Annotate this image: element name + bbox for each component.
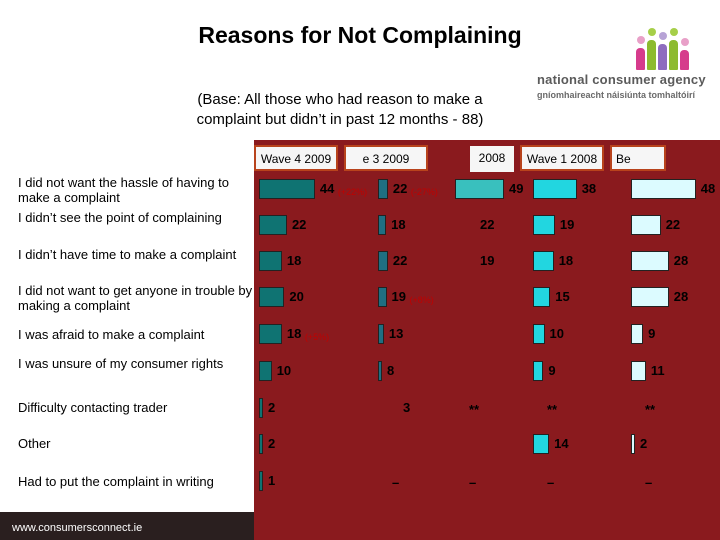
bar-wave-3-2009 <box>378 287 387 307</box>
data-label: 19 <box>391 289 407 304</box>
bar-wave-4-2009 <box>259 251 282 271</box>
data-label: – <box>392 475 400 490</box>
bar-benchmark <box>631 251 669 271</box>
bar-benchmark <box>631 361 646 381</box>
bar-wave-4-2009 <box>259 215 287 235</box>
series-header-wave4: Wave 4 2009 <box>254 145 338 171</box>
bar-wave-1-2008 <box>533 361 544 381</box>
bar-wave-3-2009 <box>378 324 384 344</box>
data-label: 19 <box>480 253 495 268</box>
logo-text-english: national consumer agency <box>537 72 706 87</box>
bar-wave-3-2009 <box>378 215 387 235</box>
bar-benchmark <box>631 434 635 454</box>
bar-wave-4-2009 <box>259 434 263 454</box>
category-label: Other <box>18 436 51 451</box>
category-label: I did not want to get anyone in trouble … <box>18 283 253 313</box>
data-label: 10 <box>549 326 564 341</box>
data-label: 38 <box>581 181 597 196</box>
footer-url-link[interactable]: www.consumersconnect.ie <box>12 522 143 534</box>
chart-subtitle: (Base: All those who had reason to make … <box>150 90 530 130</box>
data-label: ** <box>645 402 656 417</box>
subtitle-line-1: (Base: All those who had reason to make … <box>197 91 483 108</box>
footer-bar <box>0 512 254 540</box>
data-label: 18 <box>558 253 574 268</box>
data-label: 22 <box>665 217 681 232</box>
data-label: – <box>547 475 555 490</box>
series-header-wave3: e 3 2009 <box>344 145 428 171</box>
bar-wave-3-2009 <box>378 361 382 381</box>
bar-wave-3-2009 <box>378 251 388 271</box>
bar-wave-4-2009 <box>259 179 315 199</box>
data-label: – <box>645 475 653 490</box>
bar-wave-3-2009 <box>378 179 388 199</box>
data-label: 22 <box>480 217 495 232</box>
bar-wave-4-2009 <box>259 361 272 381</box>
bar-wave-1-2008 <box>533 287 551 307</box>
data-label: ** <box>547 402 558 417</box>
series-header-wave1: Wave 1 2008 <box>520 145 604 171</box>
chart-title: Reasons for Not Complaining <box>198 22 522 48</box>
bar-wave-4-2009 <box>259 287 285 307</box>
bar-wave-1-2008 <box>533 251 554 271</box>
data-label: 28 <box>673 253 689 268</box>
data-label: 22 <box>392 253 408 268</box>
data-label: 14 <box>554 436 569 451</box>
bar-wave-1-2008 <box>533 434 550 454</box>
change-label: (-27%) <box>410 187 438 197</box>
data-label: 18 <box>286 326 302 341</box>
category-label: I was afraid to make a complaint <box>18 327 205 342</box>
data-label: 49 <box>509 181 524 196</box>
subtitle-line-2: complaint but didn’t in past 12 months -… <box>196 111 484 128</box>
bar-wave-1-2008 <box>533 215 555 235</box>
data-label: 2 <box>268 436 276 451</box>
bar-wave-2-2008 <box>455 179 504 199</box>
category-label: I was unsure of my consumer rights <box>18 356 224 371</box>
bar-wave-1-2008 <box>533 324 545 344</box>
bar-wave-4-2009 <box>259 471 263 491</box>
data-label: 19 <box>559 217 575 232</box>
data-label: 9 <box>548 363 556 378</box>
data-label: 13 <box>388 326 404 341</box>
category-label: Had to put the complaint in writing <box>18 474 214 489</box>
data-label: 10 <box>276 363 292 378</box>
bar-benchmark <box>631 324 644 344</box>
category-label: I did not want the hassle of having to m… <box>18 175 230 205</box>
data-label: ** <box>469 402 480 417</box>
data-label: 8 <box>387 363 395 378</box>
series-header-benchmark: Be <box>610 145 666 171</box>
data-label: 3 <box>403 400 411 415</box>
data-label: 11 <box>650 363 665 378</box>
data-label: 2 <box>268 400 276 415</box>
data-label: 1 <box>268 473 276 488</box>
data-label: 48 <box>700 181 716 196</box>
nca-logo: national consumer agency gníomhaireacht … <box>535 28 715 118</box>
data-label: 28 <box>673 289 689 304</box>
data-label: – <box>469 475 477 490</box>
bar-wave-1-2008 <box>533 179 577 199</box>
bar-benchmark <box>631 287 669 307</box>
data-label: 44 <box>319 181 335 196</box>
change-label: (+22%) <box>337 187 368 197</box>
change-label: (+5%) <box>304 332 330 342</box>
data-label: 2 <box>640 436 648 451</box>
bar-benchmark <box>631 179 696 199</box>
change-label: (+8%) <box>409 295 434 305</box>
category-label: Difficulty contacting trader <box>18 400 168 415</box>
data-label: 22 <box>291 217 307 232</box>
category-label: I didn’t see the point of complaining <box>18 210 222 225</box>
bar-wave-4-2009 <box>259 398 263 418</box>
data-label: 18 <box>391 217 406 232</box>
data-label: 20 <box>289 289 304 304</box>
series-header-wave2: 2008 <box>470 146 514 172</box>
category-label: I didn’t have time to make a complaint <box>18 247 237 262</box>
bar-wave-4-2009 <box>259 324 282 344</box>
data-label: 9 <box>648 326 656 341</box>
data-label: 15 <box>555 289 570 304</box>
data-label: 22 <box>392 181 408 196</box>
people-logo-icon <box>631 28 691 70</box>
logo-text-irish: gníomhaireacht náisiúnta tomhaltóirí <box>537 90 696 100</box>
data-label: 18 <box>286 253 302 268</box>
bar-benchmark <box>631 215 661 235</box>
